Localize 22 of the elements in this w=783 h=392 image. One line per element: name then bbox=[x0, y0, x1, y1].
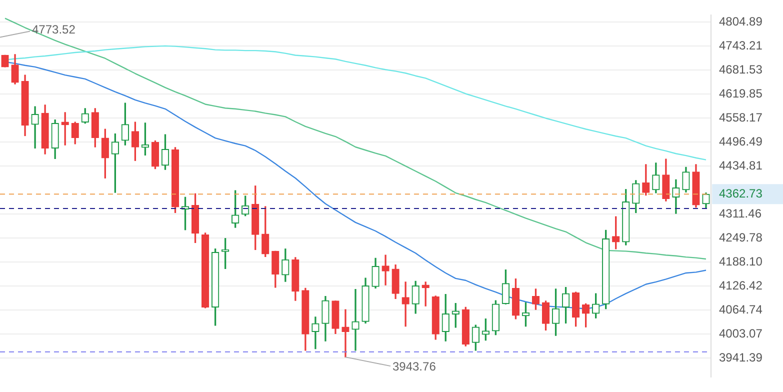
y-tick-label: 4804.89 bbox=[719, 14, 763, 29]
y-tick-label: 4619.85 bbox=[719, 86, 763, 100]
y-tick-label: 4434.81 bbox=[719, 158, 763, 172]
y-tick-label: 4558.17 bbox=[719, 110, 763, 124]
y-tick-label: 4249.78 bbox=[719, 230, 763, 244]
candlestick bbox=[352, 288, 360, 351]
ref-line-label: 4362.73 bbox=[719, 186, 763, 200]
candlestick bbox=[382, 254, 390, 286]
candlestick bbox=[31, 106, 39, 149]
y-tick-label: 3941.39 bbox=[719, 350, 763, 364]
y-tick-label: 4064.74 bbox=[719, 302, 763, 316]
annotation: 3943.76 bbox=[392, 359, 436, 374]
y-tick-label: 4681.53 bbox=[719, 62, 763, 77]
y-tick-label: 4188.10 bbox=[719, 254, 763, 268]
y-tick-label: 4743.21 bbox=[719, 38, 763, 53]
y-tick-label: 4126.42 bbox=[719, 278, 763, 292]
candlestick bbox=[342, 309, 350, 358]
y-tick-label: 4311.46 bbox=[719, 206, 762, 220]
y-tick-label: 4003.07 bbox=[719, 326, 763, 340]
candlestick bbox=[402, 282, 410, 327]
y-tick-label: 4496.49 bbox=[719, 134, 763, 148]
annotation: 4773.52 bbox=[32, 22, 76, 37]
